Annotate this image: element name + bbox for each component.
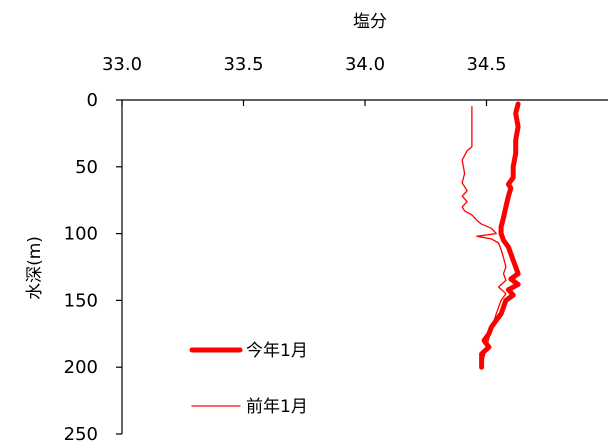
legend-label: 今年1月 [246,341,308,361]
x-tick-label: 33.0 [102,54,142,75]
x-tick-label: 34.5 [466,54,506,75]
y-tick-label: 50 [75,157,98,178]
series-line-1 [461,106,507,366]
x-axis-title: 塩分 [353,12,387,32]
y-axis-ticks: 0 50 100 150 200 250 [64,90,122,445]
x-tick-label: 33.5 [223,54,263,75]
y-tick-label: 150 [64,290,98,311]
y-tick-label: 200 [64,357,98,378]
y-tick-label: 250 [64,424,98,445]
series-layer [461,101,521,370]
x-axis-ticks: 33.0 33.5 34.0 34.5 [102,54,507,106]
x-tick-label: 34.0 [345,54,385,75]
legend-label: 前年1月 [246,397,308,417]
series-line-0 [479,101,521,370]
y-axis-title: 水深(m) [25,236,45,300]
y-tick-label: 100 [64,224,98,245]
y-tick-label: 0 [87,90,98,111]
